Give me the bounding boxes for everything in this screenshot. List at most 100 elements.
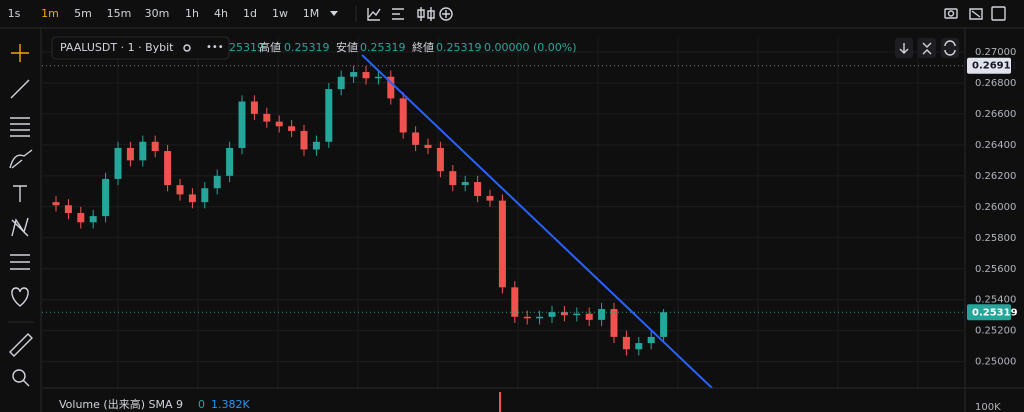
candle-body — [312, 141, 320, 150]
chart-type-icon[interactable] — [392, 8, 404, 20]
add-icon[interactable] — [439, 7, 453, 21]
favorites-tool[interactable] — [11, 287, 29, 307]
prediction-tool[interactable] — [10, 254, 30, 270]
crosshair-tool[interactable] — [11, 44, 29, 62]
text-tool[interactable] — [13, 185, 27, 202]
candle-body — [548, 312, 556, 317]
pattern-tool[interactable] — [11, 217, 29, 237]
timeframe-button[interactable]: 1s — [8, 7, 21, 20]
high-price-label: 0.26911 — [972, 61, 1018, 72]
timeframe-button[interactable]: 5m — [74, 7, 92, 20]
candle-body — [647, 336, 655, 344]
last-price-label: 0.25319 — [972, 307, 1018, 318]
candle-body — [176, 185, 184, 195]
candle-body — [523, 316, 531, 319]
candle-body — [288, 126, 296, 131]
candle-body — [126, 147, 134, 161]
high-label: 高値 — [259, 40, 281, 54]
timeframe-button[interactable]: 4h — [214, 7, 228, 20]
trend-line[interactable] — [361, 54, 713, 389]
candle-body — [263, 113, 271, 122]
fib-tool[interactable] — [10, 117, 30, 137]
y-tick-label: 0.26800 — [975, 78, 1016, 89]
candle-body — [449, 171, 457, 186]
y-tick-label: 0.26200 — [975, 171, 1016, 182]
candle-body — [573, 313, 581, 316]
candle-body — [560, 312, 568, 316]
candle-body — [374, 76, 382, 79]
zoom-tool[interactable] — [12, 369, 26, 383]
candle-body — [399, 98, 407, 133]
measure-tool[interactable] — [9, 333, 33, 357]
candle-body — [89, 216, 97, 223]
candle-body — [424, 144, 432, 148]
candle-body — [387, 76, 395, 99]
candle-body — [164, 151, 172, 186]
low-label: 安値 — [336, 40, 358, 54]
candle-body — [213, 175, 221, 189]
candle-body — [498, 200, 506, 288]
y-tick-label: 0.25800 — [975, 233, 1016, 244]
candle-body — [201, 188, 209, 203]
volume-sma: 0 — [198, 398, 205, 411]
timeframe-button[interactable]: 1M — [303, 7, 320, 20]
candle-body — [64, 205, 72, 213]
y-tick-label: 0.25400 — [975, 295, 1016, 306]
y-tick-label: 0.26000 — [975, 202, 1016, 213]
collapse-button[interactable] — [918, 38, 936, 58]
timeframe-button[interactable]: 1m — [41, 7, 59, 20]
timeframe-button[interactable]: 1h — [185, 7, 199, 20]
y-tick-label: 0.27000 — [975, 47, 1016, 58]
high-value: 0.25319 — [284, 41, 330, 54]
candle-body — [226, 147, 234, 176]
camera-icon[interactable] — [944, 8, 958, 19]
collapse-icon — [922, 42, 932, 55]
timeframe-button[interactable]: 1d — [243, 7, 257, 20]
candle-body — [585, 313, 593, 320]
close-label: 終値 — [412, 40, 434, 54]
high-price-badge — [967, 57, 1011, 74]
candle-body — [610, 309, 618, 337]
candle-body — [362, 72, 370, 79]
volume-axis-label: 100K — [975, 402, 1001, 412]
candle-body — [77, 213, 85, 223]
candle-body — [412, 132, 420, 145]
brush-tool[interactable] — [9, 149, 33, 169]
more-icon[interactable]: ••• — [206, 42, 224, 53]
settings-icon[interactable] — [969, 8, 983, 20]
y-tick-label: 0.25200 — [975, 326, 1016, 337]
volume-value: 1.382K — [211, 398, 250, 411]
candle-body — [325, 89, 333, 142]
candle-icon[interactable] — [417, 7, 435, 21]
add-icon-plus — [442, 10, 450, 18]
candle-body — [536, 316, 544, 319]
indicator-icon[interactable] — [367, 8, 381, 21]
candle-body — [635, 343, 643, 350]
candle-body — [52, 202, 60, 206]
fullscreen-icon[interactable] — [991, 6, 1006, 21]
timeframe-button[interactable]: 30m — [145, 7, 170, 20]
candle-body — [300, 130, 308, 150]
timeframe-bar: 1s 1m 5m 15m 30m 1h 4h 1d 1w 1M — [8, 7, 320, 20]
candle-body — [350, 72, 358, 77]
visibility-icon[interactable] — [183, 44, 191, 52]
candle-body — [337, 76, 345, 90]
camera-lens — [947, 10, 955, 17]
candle-body — [139, 141, 147, 161]
trendline-tool[interactable] — [10, 79, 30, 99]
candle-body — [151, 141, 159, 152]
timeframe-dropdown[interactable] — [330, 11, 338, 16]
timeframe-button[interactable]: 15m — [107, 7, 132, 20]
candle-body — [250, 101, 258, 114]
y-tick-label: 0.26600 — [975, 109, 1016, 120]
timeframe-button[interactable]: 1w — [272, 7, 288, 20]
candle-body — [598, 309, 606, 320]
y-tick-label: 0.25600 — [975, 264, 1016, 275]
volume-title: Volume (出来高) SMA 9 — [59, 397, 183, 411]
legend-pill[interactable] — [51, 36, 230, 60]
candle-body — [474, 182, 482, 196]
symbol: PAALUSDT · 1 · Bybit — [60, 41, 174, 54]
